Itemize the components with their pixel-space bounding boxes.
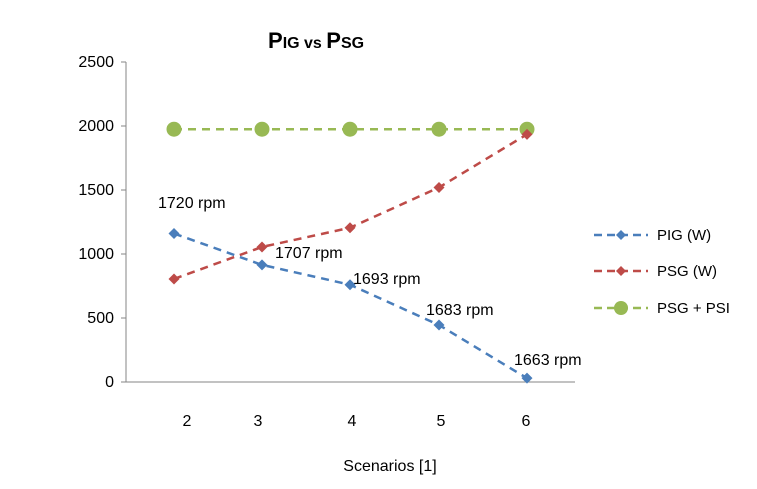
- rpm-annotation: 1707 rpm: [275, 245, 343, 262]
- data-point-marker: [342, 121, 358, 137]
- data-point-marker: [168, 228, 180, 240]
- chart-title-part: SG: [341, 35, 364, 52]
- rpm-annotation: 1683 rpm: [426, 302, 494, 319]
- data-point-marker: [344, 279, 356, 291]
- legend-item: PSG + PSI: [594, 300, 730, 317]
- x-tick-label: 5: [437, 413, 446, 430]
- legend-item: PSG (W): [594, 263, 717, 280]
- series-1: [168, 128, 533, 285]
- legend-label: PSG + PSI: [657, 300, 730, 317]
- rpm-annotation: 1663 rpm: [514, 352, 582, 369]
- data-point-marker: [256, 259, 268, 271]
- annotations-group: 1720 rpm 1707 rpm 1693 rpm 1683 rpm 1663 rpm: [158, 195, 582, 369]
- data-point-marker: [616, 230, 626, 240]
- x-tick-label: 2: [183, 413, 192, 430]
- y-tick-label: 1500: [78, 182, 114, 199]
- data-point-marker: [256, 241, 268, 253]
- legend: PIG (W) PSG (W) PSG + PSI: [594, 227, 730, 317]
- series-0: [168, 228, 533, 384]
- data-point-marker: [431, 121, 447, 137]
- data-point-marker: [166, 121, 182, 137]
- y-tick-label: 500: [87, 310, 114, 327]
- legend-label: PIG (W): [657, 227, 711, 244]
- series-line: [173, 133, 528, 281]
- chart-title: PIG vs PSG: [268, 28, 364, 53]
- y-tick-label: 0: [105, 374, 114, 391]
- y-tick-label: 1000: [78, 246, 114, 263]
- data-point-marker: [521, 128, 533, 140]
- x-tick-label: 4: [348, 413, 357, 430]
- data-point-marker: [344, 222, 356, 234]
- series-2: [166, 121, 535, 137]
- chart-title-part: P: [268, 28, 283, 53]
- data-point-marker: [521, 372, 533, 384]
- x-tick-label: 3: [254, 413, 263, 430]
- x-axis-ticks: 2 3 4 5 6: [183, 413, 531, 430]
- chart-title-part: IG vs: [283, 35, 327, 52]
- data-point-marker: [254, 121, 270, 137]
- y-axis-ticks: 0 500 1000 1500 2000 2500: [78, 54, 126, 391]
- data-point-marker: [433, 319, 445, 331]
- series-group: [166, 121, 535, 384]
- rpm-annotation: 1693 rpm: [353, 271, 421, 288]
- data-point-marker: [616, 266, 626, 276]
- legend-item: PIG (W): [594, 227, 711, 244]
- x-tick-label: 6: [522, 413, 531, 430]
- data-point-marker: [614, 301, 628, 315]
- x-axis-label: Scenarios [1]: [343, 458, 436, 475]
- y-tick-label: 2000: [78, 118, 114, 135]
- rpm-annotation: 1720 rpm: [158, 195, 226, 212]
- data-point-marker: [433, 181, 445, 193]
- y-tick-label: 2500: [78, 54, 114, 71]
- legend-label: PSG (W): [657, 263, 717, 280]
- chart-title-part: P: [326, 28, 341, 53]
- data-point-marker: [168, 273, 180, 285]
